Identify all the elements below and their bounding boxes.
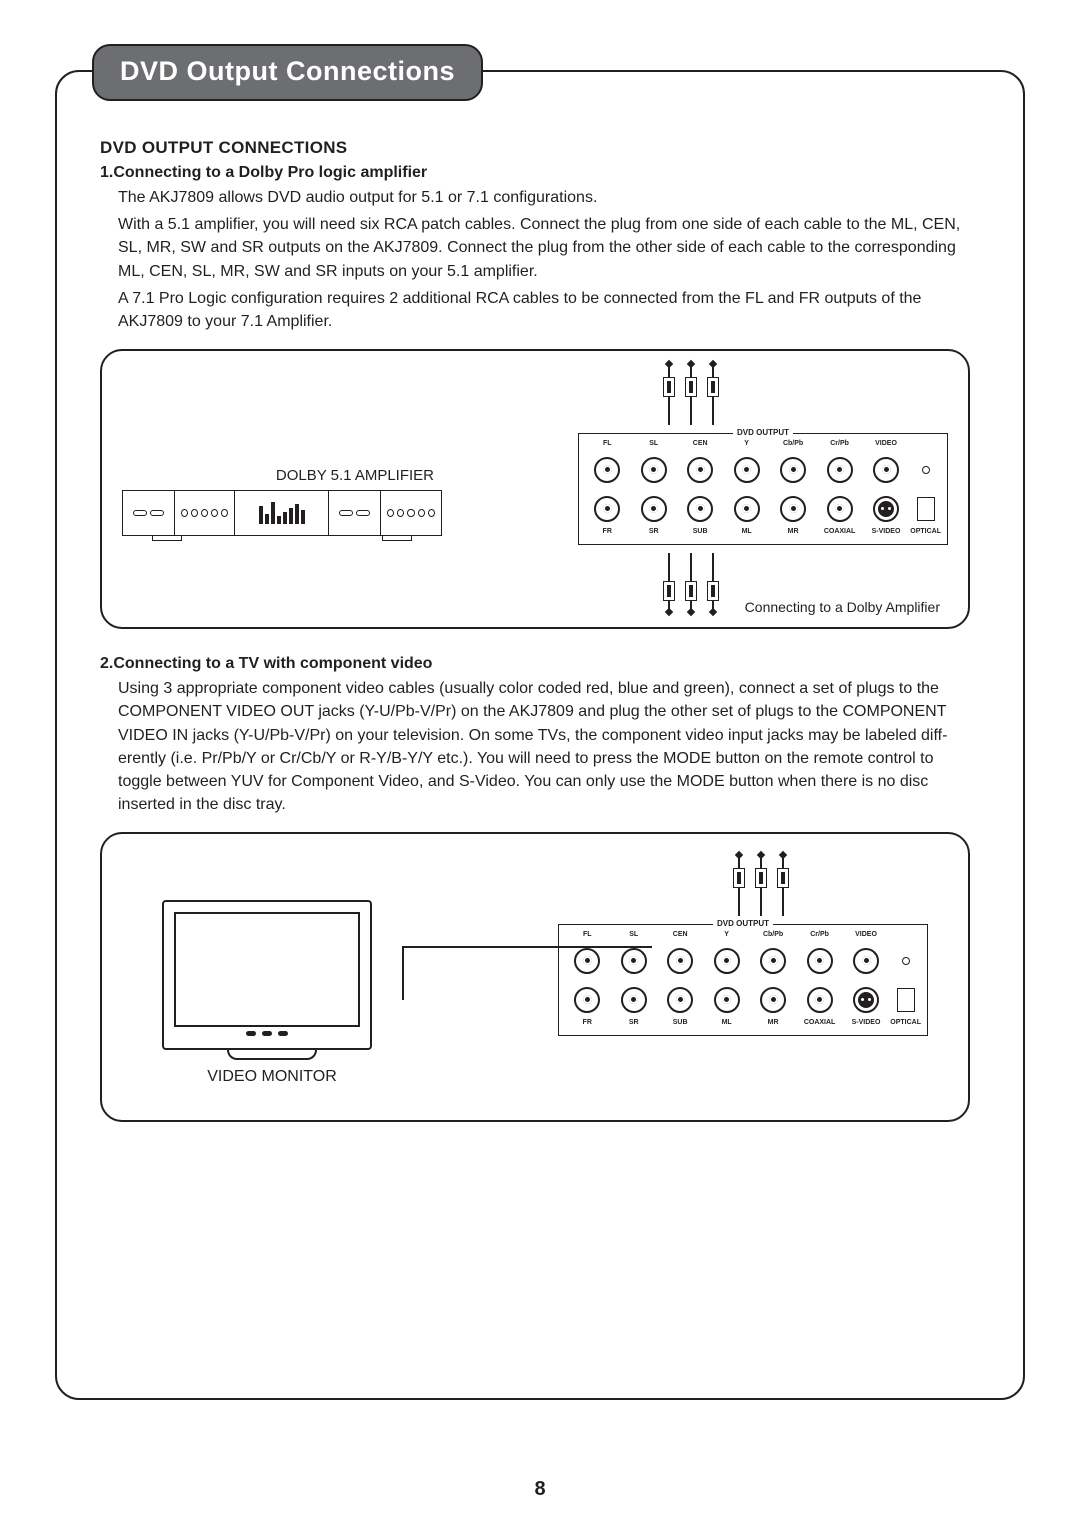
header-tab: DVD Output Connections [92, 44, 483, 101]
rca-jack-icon [827, 457, 853, 483]
tv-label: VIDEO MONITOR [162, 1068, 382, 1086]
subheading-1: 1.Connecting to a Dolby Pro logic amplif… [100, 164, 980, 182]
jack-grid-2: FL FR SL SR CEN SUB Y ML Cb/Pb MR Cr/Pb COAXIA… [565, 931, 921, 1029]
diagram-1-frame: DOLBY 5.1 AMPLIFIER [100, 349, 970, 629]
tv-screen [174, 912, 360, 1027]
jack-label: Y [744, 440, 749, 450]
jack-label: FL [603, 440, 612, 450]
svideo-jack-icon [873, 496, 899, 522]
connection-line-down [402, 946, 404, 1000]
jack-label: Cr/Pb [810, 931, 829, 941]
jack-grid: FL FR SL SR CEN SUB Y ML Cb/Pb MR Cr/Pb COAXIA… [585, 440, 941, 538]
rca-jack-icon [667, 987, 693, 1013]
jack-label: VIDEO [855, 931, 877, 941]
cable-plugs-bottom [663, 553, 719, 615]
rca-jack-icon [641, 457, 667, 483]
section-heading: DVD OUTPUT CONNECTIONS [100, 138, 980, 158]
dvd-output-panel-2: DVD OUTPUT FLFR SLSR CENSUB YML Cb/PbMR … [558, 924, 928, 1036]
jack-label: VIDEO [875, 440, 897, 450]
jack-label: ML [722, 1019, 732, 1029]
rca-jack-icon [714, 948, 740, 974]
dvd-output-wrap: DVD OUTPUT FLFR SLSR CENSUB YML Cb/PbMR … [578, 433, 948, 545]
paragraph: A 7.1 Pro Logic configuration requires 2… [118, 287, 980, 333]
rca-jack-icon [780, 496, 806, 522]
amplifier-block: DOLBY 5.1 AMPLIFIER [122, 467, 442, 541]
rca-jack-icon [621, 987, 647, 1013]
rca-jack-icon [621, 948, 647, 974]
diagram-2-frame: VIDEO MONITOR DVD OUTPUT FLFR SLSR CENS [100, 832, 970, 1122]
optical-jack-icon [917, 497, 935, 521]
rca-jack-icon [760, 987, 786, 1013]
rca-jack-icon [873, 457, 899, 483]
rca-jack-icon [594, 496, 620, 522]
rca-jack-icon [760, 948, 786, 974]
rca-jack-icon [853, 948, 879, 974]
jack-label: OPTICAL [910, 528, 941, 538]
amplifier-box [122, 490, 442, 536]
small-jack-icon [902, 957, 910, 965]
jack-label: OPTICAL [890, 1019, 921, 1029]
page-number: 8 [534, 1478, 545, 1501]
rca-jack-icon [667, 948, 693, 974]
rca-jack-icon [687, 496, 713, 522]
rca-jack-icon [594, 457, 620, 483]
dvd-panel-title: DVD OUTPUT [733, 428, 793, 437]
small-jack-icon [922, 466, 930, 474]
jack-label: COAXIAL [804, 1019, 836, 1029]
jack-label: CEN [673, 931, 688, 941]
jack-label: FR [603, 528, 612, 538]
rca-jack-icon [714, 987, 740, 1013]
jack-label: SL [649, 440, 658, 450]
rca-jack-icon [827, 496, 853, 522]
rca-jack-icon [807, 987, 833, 1013]
jack-label: MR [768, 1019, 779, 1029]
content-area: DVD OUTPUT CONNECTIONS 1.Connecting to a… [100, 138, 980, 1148]
rca-jack-icon [641, 496, 667, 522]
jack-label: MR [788, 528, 799, 538]
dvd-output-wrap-2: DVD OUTPUT FLFR SLSR CENSUB YML Cb/PbMR … [558, 924, 928, 1036]
rca-jack-icon [574, 987, 600, 1013]
subheading-2: 2.Connecting to a TV with component vide… [100, 655, 980, 673]
jack-label: COAXIAL [824, 528, 856, 538]
tv-monitor [162, 900, 372, 1050]
paragraph: With a 5.1 amplifier, you will need six … [118, 213, 980, 283]
tv-stand [227, 1050, 317, 1060]
jack-label: SUB [673, 1019, 688, 1029]
optical-jack-icon [897, 988, 915, 1012]
jack-label: ML [742, 528, 752, 538]
paragraph: The AKJ7809 allows DVD audio output for … [118, 186, 980, 209]
rca-jack-icon [780, 457, 806, 483]
jack-label: SR [629, 1019, 639, 1029]
svideo-jack-icon [853, 987, 879, 1013]
cable-plugs-top-2 [733, 854, 789, 916]
jack-label: CEN [693, 440, 708, 450]
jack-label: S-VIDEO [852, 1019, 881, 1029]
jack-label: SR [649, 528, 659, 538]
dvd-output-panel: DVD OUTPUT FLFR SLSR CENSUB YML Cb/PbMR … [578, 433, 948, 545]
jack-label: Y [724, 931, 729, 941]
amplifier-label: DOLBY 5.1 AMPLIFIER [122, 467, 442, 484]
jack-label: Cb/Pb [783, 440, 803, 450]
rca-jack-icon [807, 948, 833, 974]
rca-jack-icon [734, 457, 760, 483]
jack-label: FL [583, 931, 592, 941]
jack-label: FR [583, 1019, 592, 1029]
rca-jack-icon [687, 457, 713, 483]
dvd-panel-title-2: DVD OUTPUT [713, 919, 773, 928]
rca-jack-icon [734, 496, 760, 522]
rca-jack-icon [574, 948, 600, 974]
jack-label: S-VIDEO [872, 528, 901, 538]
jack-label: Cb/Pb [763, 931, 783, 941]
header-tab-title: DVD Output Connections [120, 56, 455, 86]
paragraph: Using 3 appropriate component video cabl… [118, 677, 980, 816]
jack-label: SUB [693, 528, 708, 538]
jack-label: Cr/Pb [830, 440, 849, 450]
cable-plugs-top [663, 363, 719, 425]
diagram-caption: Connecting to a Dolby Amplifier [745, 599, 940, 615]
tv-controls [174, 1031, 360, 1036]
tv-block: VIDEO MONITOR [162, 900, 382, 1086]
jack-label: SL [629, 931, 638, 941]
